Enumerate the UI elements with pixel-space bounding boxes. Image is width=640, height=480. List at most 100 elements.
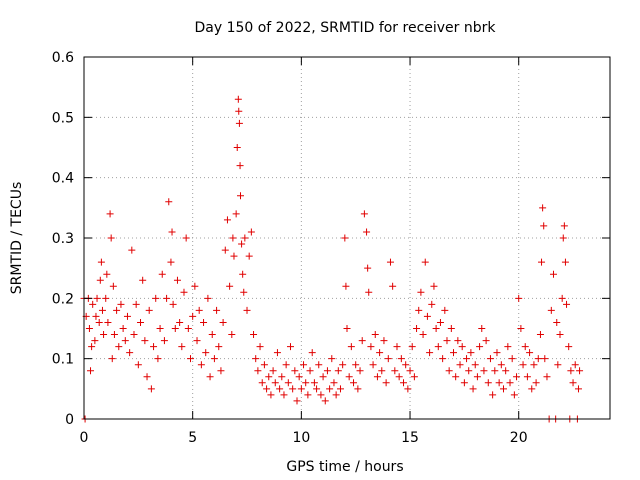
data-point xyxy=(495,379,503,387)
data-point xyxy=(267,391,275,399)
data-point xyxy=(234,95,242,103)
data-point xyxy=(549,270,557,278)
data-point xyxy=(413,325,421,332)
data-point xyxy=(513,373,521,381)
data-point xyxy=(378,367,386,375)
data-point xyxy=(576,367,584,375)
data-point xyxy=(478,325,486,332)
data-points xyxy=(80,95,584,423)
data-point xyxy=(460,379,468,387)
data-point xyxy=(559,234,567,242)
data-point xyxy=(232,210,240,218)
data-point xyxy=(163,294,171,302)
data-point xyxy=(360,210,368,218)
data-point xyxy=(321,397,329,405)
data-point xyxy=(354,385,362,393)
data-point xyxy=(256,343,264,351)
data-point xyxy=(158,270,166,278)
data-point xyxy=(423,312,431,320)
data-point xyxy=(499,385,507,393)
y-axis-label: SRMTID / TECUs xyxy=(9,182,25,295)
data-point xyxy=(308,349,316,357)
data-point xyxy=(167,258,175,266)
data-point xyxy=(536,331,544,339)
data-point xyxy=(543,373,551,381)
data-point xyxy=(141,337,149,345)
data-point xyxy=(202,349,210,357)
data-point xyxy=(206,373,214,381)
data-point xyxy=(260,361,268,369)
data-point xyxy=(565,343,573,351)
data-point xyxy=(223,216,231,224)
data-point xyxy=(421,258,429,266)
data-point xyxy=(113,306,121,314)
data-point xyxy=(417,288,425,296)
data-point xyxy=(130,331,138,339)
data-point xyxy=(323,367,331,375)
data-point xyxy=(406,367,414,375)
data-point xyxy=(469,385,477,393)
data-point xyxy=(482,337,490,345)
data-point xyxy=(137,318,145,326)
data-point xyxy=(341,234,349,242)
data-point xyxy=(315,361,323,369)
data-point xyxy=(143,373,151,381)
data-point xyxy=(517,325,525,332)
data-point xyxy=(265,373,273,381)
data-point xyxy=(350,379,358,387)
data-point xyxy=(289,385,297,393)
data-point xyxy=(539,204,547,212)
data-point xyxy=(193,337,201,345)
data-point xyxy=(364,264,372,272)
data-point xyxy=(467,349,475,357)
y-tick-label: 0.6 xyxy=(52,50,74,66)
data-point xyxy=(419,331,427,339)
data-point xyxy=(540,222,548,230)
data-point xyxy=(463,355,471,363)
data-point xyxy=(371,331,379,339)
data-point xyxy=(465,367,473,375)
data-point xyxy=(233,144,241,151)
data-point xyxy=(200,318,208,326)
data-point xyxy=(168,228,176,236)
data-point xyxy=(497,361,505,369)
data-point xyxy=(276,385,284,393)
data-point xyxy=(574,385,582,393)
data-point xyxy=(128,246,136,254)
data-point xyxy=(369,361,377,369)
data-point xyxy=(519,361,527,369)
data-point xyxy=(523,373,531,381)
data-point xyxy=(106,210,114,218)
data-point xyxy=(278,373,286,381)
data-point xyxy=(560,222,568,230)
y-tick-label: 0.5 xyxy=(52,110,74,126)
data-point xyxy=(342,282,350,290)
data-point xyxy=(504,343,512,351)
data-point xyxy=(152,294,160,302)
data-point xyxy=(123,312,131,320)
data-point xyxy=(126,349,134,357)
data-point xyxy=(563,300,571,308)
data-point xyxy=(436,318,444,326)
x-tick-label: 15 xyxy=(401,430,419,446)
data-point xyxy=(358,337,366,345)
data-point xyxy=(297,385,305,393)
data-point xyxy=(352,361,360,369)
x-tick-label: 0 xyxy=(80,430,89,446)
data-point xyxy=(391,367,399,375)
data-point xyxy=(221,246,229,254)
data-point xyxy=(393,343,401,351)
data-point xyxy=(169,300,177,308)
data-point xyxy=(395,373,403,381)
data-point xyxy=(93,294,101,302)
data-point xyxy=(107,234,115,242)
y-tick-label: 0.4 xyxy=(52,171,74,187)
data-point xyxy=(380,337,388,345)
data-point xyxy=(471,361,479,369)
data-point xyxy=(441,306,449,314)
y-tick-label: 0.1 xyxy=(52,352,74,368)
data-point xyxy=(382,379,390,387)
data-point xyxy=(108,355,116,363)
data-point xyxy=(339,361,347,369)
data-point xyxy=(538,258,546,266)
